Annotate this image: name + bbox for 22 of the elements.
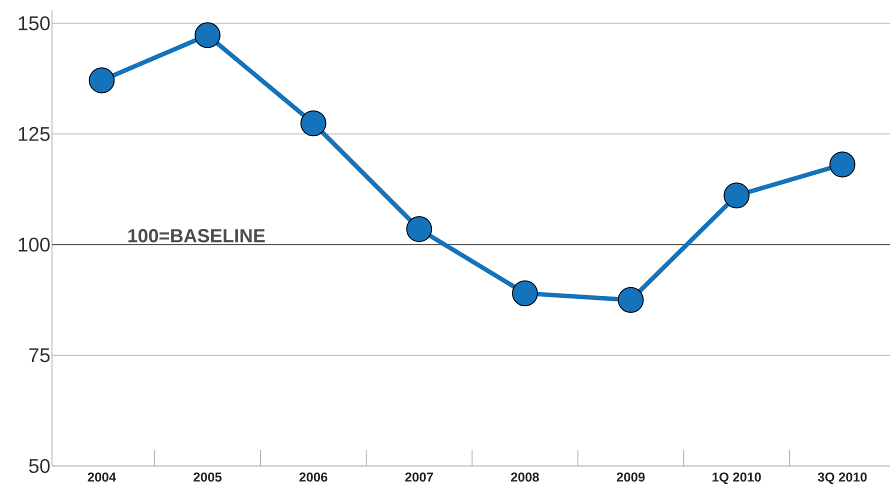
point <box>88 67 115 94</box>
x-tick-label: 3Q 2010 <box>818 472 867 484</box>
ref-line-label: 100=BASELINE <box>128 229 265 242</box>
y-tick-label: 100 <box>18 238 50 252</box>
x-tick-label: 2006 <box>299 472 328 482</box>
y-tick-label: 50 <box>29 458 50 474</box>
x-tick-label: 2005 <box>194 472 222 482</box>
x-tick-label: 2007 <box>405 472 433 482</box>
point <box>618 287 644 313</box>
point <box>406 216 432 242</box>
point <box>829 152 856 178</box>
x-tick-label: 2009 <box>616 472 645 482</box>
point <box>512 280 538 306</box>
x-tick-label: 2008 <box>511 472 539 482</box>
point <box>194 22 220 48</box>
x-tick-label: 2004 <box>88 472 116 482</box>
x-tick-label: 1Q 2010 <box>712 472 761 484</box>
y-tick-label: 150 <box>18 16 50 30</box>
y-tick-label: 75 <box>29 348 50 362</box>
y-tick-label: 125 <box>18 126 50 141</box>
point <box>724 182 750 208</box>
point <box>300 110 326 136</box>
